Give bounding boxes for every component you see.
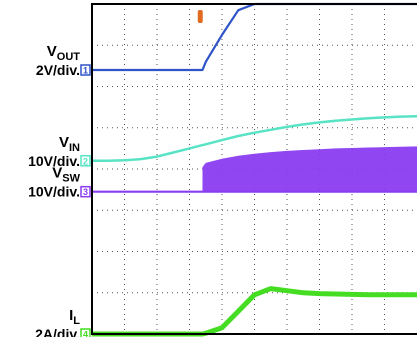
channel-marker-il [80, 328, 91, 337]
plot-frame [91, 3, 417, 335]
switching-bands [202, 146, 417, 192]
channel-marker-number: 3 [83, 187, 88, 197]
channel-label-il: IL [69, 307, 80, 327]
trigger-marker [197, 10, 203, 23]
channel-marker-number: 1 [83, 66, 88, 76]
series-line-vin [92, 114, 417, 163]
channel-markers: 1 2 3 4 [80, 10, 203, 337]
channel-marker-vout [80, 64, 91, 76]
channel-scale-vout: 2V/div. [36, 62, 80, 78]
channel-marker-number: 2 [83, 156, 88, 166]
series-line-vout [92, 2, 417, 72]
channel-scale-il: 2A/div. [35, 326, 80, 337]
series-line-il [92, 286, 417, 337]
channel-labels: VOUT2V/div.VIN10V/div.VSW10V/div.IL2A/di… [28, 43, 80, 337]
channel-marker-vsw [80, 185, 91, 198]
channel-marker-number: 4 [83, 330, 88, 337]
channel-label-vout: VOUT [47, 43, 81, 63]
channel-scale-vsw: 10V/div. [28, 184, 80, 200]
channel-label-vin: VIN [59, 134, 80, 154]
series-band-vsw [202, 146, 417, 192]
channel-label-vsw: VSW [52, 165, 80, 185]
channel-marker-vin [80, 155, 91, 167]
channel-scale-vin: 10V/div. [28, 153, 80, 169]
